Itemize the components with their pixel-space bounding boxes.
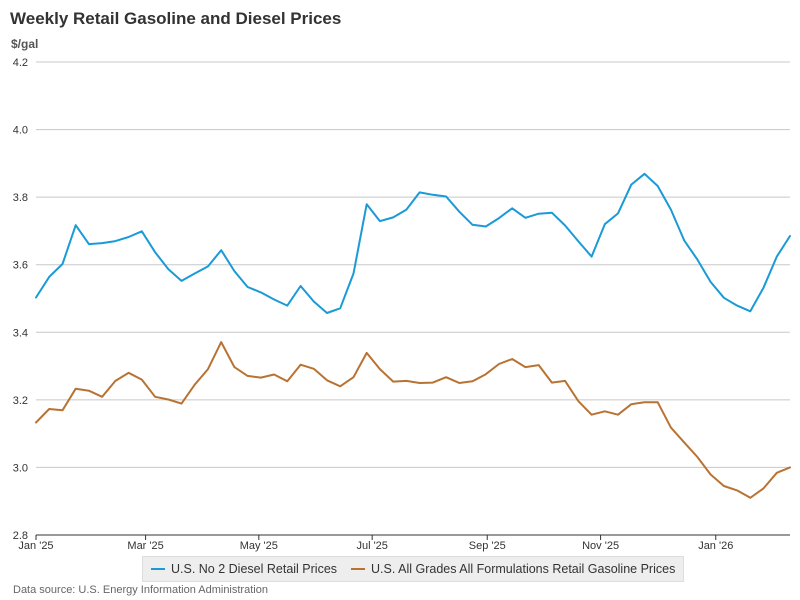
legend-item-0[interactable]: U.S. No 2 Diesel Retail Prices: [151, 562, 337, 576]
series-lines: [35, 172, 791, 499]
series-line-0: [35, 172, 791, 314]
x-tick-label: Jan '25: [18, 540, 53, 552]
y-tick-label: 4.0: [13, 125, 28, 137]
x-tick-label: Jul '25: [356, 540, 387, 552]
grid-lines: [36, 61, 790, 468]
source-note: Data source: U.S. Energy Information Adm…: [13, 584, 268, 596]
y-tick-label: 3.6: [13, 260, 28, 272]
legend-item-1[interactable]: U.S. All Grades All Formulations Retail …: [351, 562, 675, 576]
y-tick-label: 3.4: [13, 327, 28, 339]
x-tick-label: Jan '26: [698, 540, 733, 552]
y-tick-label: 2.8: [13, 530, 28, 542]
x-tick-label: Nov '25: [582, 540, 619, 552]
axes: 2.8 3.0 3.2 3.4 3.6 3.8 4.0 4.2 Jan '25 Mar '25 Ma…: [13, 57, 790, 552]
legend-swatch: [151, 568, 165, 570]
legend: U.S. No 2 Diesel Retail Prices U.S. All G…: [142, 556, 685, 582]
x-tick-label: May '25: [240, 540, 278, 552]
y-tick-label: 3.8: [13, 192, 28, 204]
y-tick-label: 3.0: [13, 462, 28, 474]
y-axis-label: $/gal: [11, 37, 39, 51]
y-tick-label: 3.2: [13, 395, 28, 407]
x-tick-label: Mar '25: [127, 540, 163, 552]
series-line-1: [35, 341, 791, 499]
legend-label: U.S. All Grades All Formulations Retail …: [371, 562, 676, 576]
legend-label: U.S. No 2 Diesel Retail Prices: [171, 562, 338, 576]
legend-swatch: [351, 568, 366, 570]
chart-title: Weekly Retail Gasoline and Diesel Prices: [10, 9, 342, 28]
x-tick-label: Sep '25: [469, 540, 506, 552]
y-tick-label: 4.2: [13, 57, 28, 69]
